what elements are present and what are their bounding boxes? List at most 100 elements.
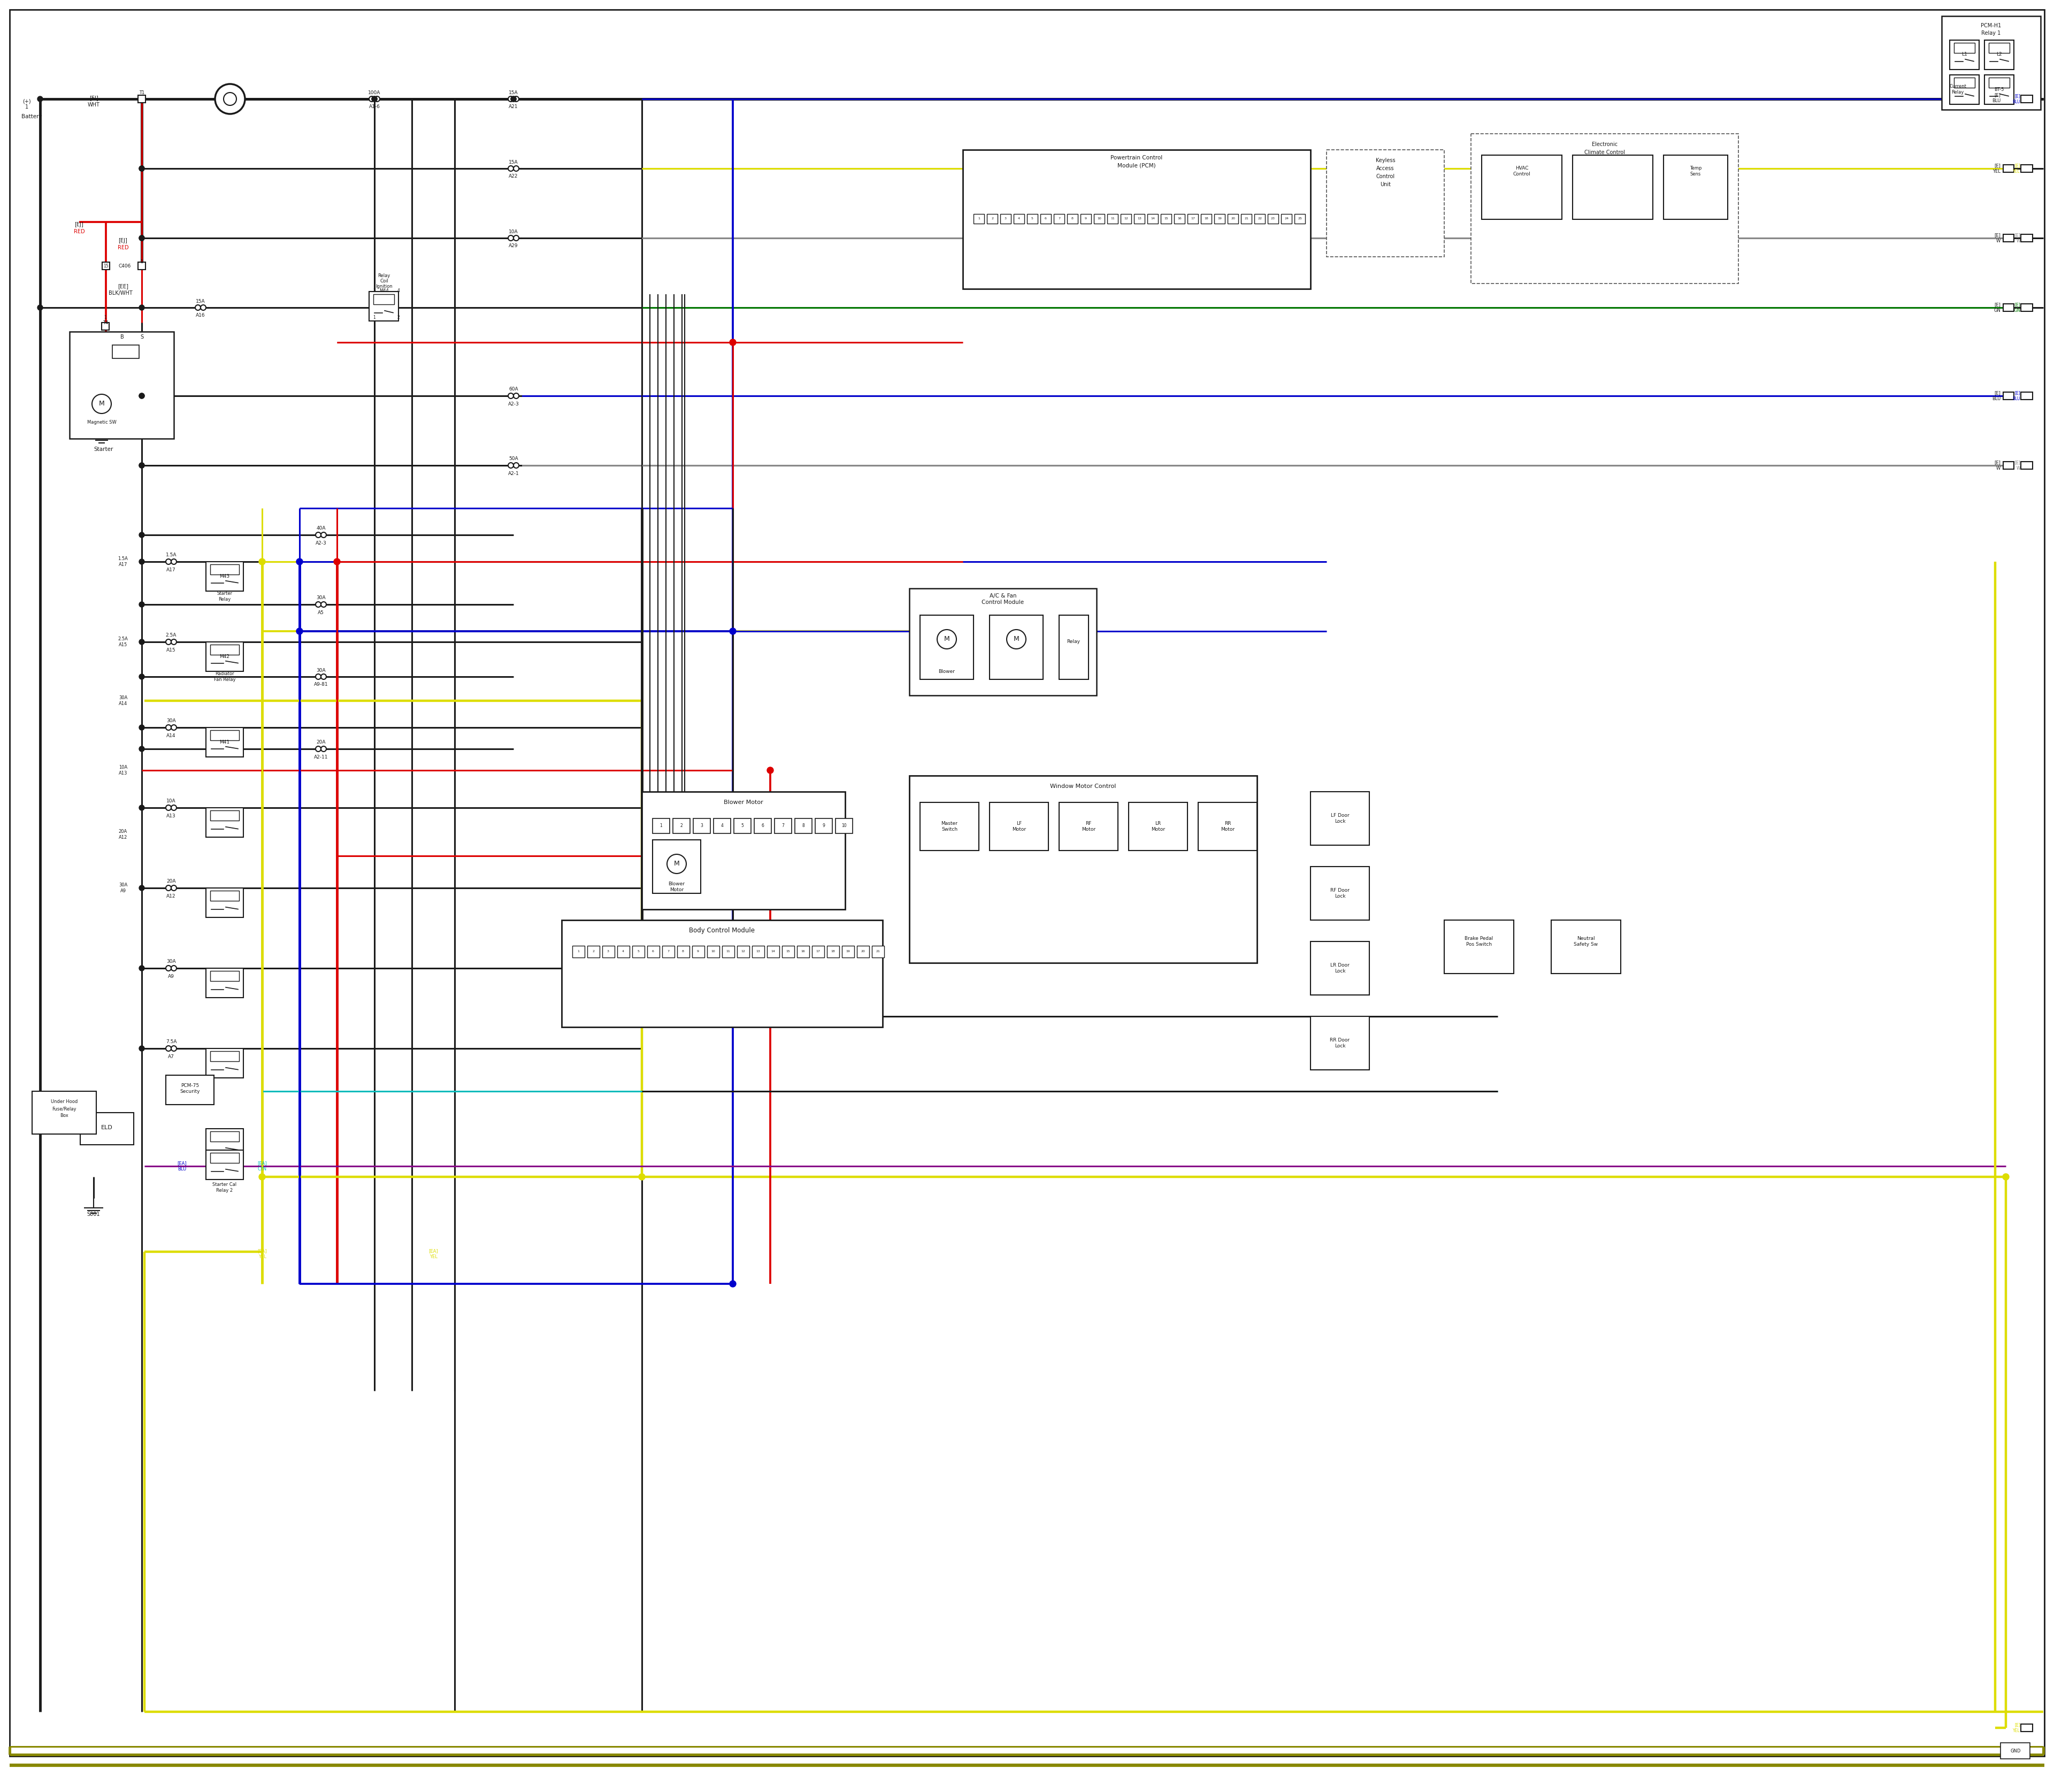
Text: [EE]: [EE] <box>117 283 127 289</box>
Bar <box>1202 213 1212 224</box>
Circle shape <box>514 235 520 240</box>
Text: 21: 21 <box>875 950 879 952</box>
Text: [E]
W: [E] W <box>2015 233 2021 244</box>
Bar <box>707 946 719 957</box>
Text: RED: RED <box>117 246 129 251</box>
Text: Relay 1: Relay 1 <box>1982 30 2001 36</box>
Bar <box>205 968 242 998</box>
Circle shape <box>316 532 320 538</box>
Text: [E]
BLU: [E] BLU <box>1992 391 2001 401</box>
Text: 50A: 50A <box>509 457 518 461</box>
Text: LF
Motor: LF Motor <box>1013 821 1025 831</box>
Text: GND: GND <box>2011 1749 2021 1753</box>
Text: 20A: 20A <box>316 740 327 745</box>
Text: 11: 11 <box>1111 217 1115 220</box>
Bar <box>752 946 764 957</box>
Text: A2-11: A2-11 <box>314 754 329 760</box>
Circle shape <box>511 97 516 102</box>
Bar <box>205 728 242 756</box>
Text: M42: M42 <box>220 654 230 659</box>
Circle shape <box>1006 629 1025 649</box>
Text: PCM-H1: PCM-H1 <box>1980 23 2001 29</box>
Bar <box>602 946 614 957</box>
Circle shape <box>166 885 170 891</box>
Text: [E]
W: [E] W <box>1994 233 2001 244</box>
Bar <box>1228 213 1239 224</box>
Bar <box>210 564 238 575</box>
Bar <box>1148 213 1158 224</box>
Text: Blower
Motor: Blower Motor <box>668 882 684 892</box>
Bar <box>2021 235 2033 242</box>
Circle shape <box>166 1047 170 1052</box>
Text: 16: 16 <box>1177 217 1181 220</box>
Text: Window Motor Control: Window Motor Control <box>1050 783 1115 788</box>
Bar <box>1060 615 1089 679</box>
Text: 23: 23 <box>1271 217 1276 220</box>
Text: Blower Motor: Blower Motor <box>723 799 764 805</box>
Bar <box>737 946 750 957</box>
Text: S: S <box>140 335 144 340</box>
Bar <box>210 1131 238 1142</box>
Bar <box>920 803 980 851</box>
Text: 9: 9 <box>696 950 698 952</box>
Text: 20: 20 <box>861 950 865 952</box>
Text: Brake Pedal
Pos Switch: Brake Pedal Pos Switch <box>1465 935 1493 946</box>
Bar <box>205 642 242 672</box>
Circle shape <box>166 805 170 810</box>
Text: Relay: Relay <box>378 272 390 278</box>
Text: Fuse/Relay: Fuse/Relay <box>51 1106 76 1111</box>
Circle shape <box>372 97 378 102</box>
Bar <box>1327 151 1444 256</box>
Bar <box>661 946 674 957</box>
Bar <box>33 1091 97 1134</box>
Bar <box>1214 213 1224 224</box>
Bar <box>2003 235 2013 242</box>
Circle shape <box>140 966 144 971</box>
Circle shape <box>37 305 43 310</box>
Bar <box>920 615 974 679</box>
Text: 20A
A12: 20A A12 <box>119 830 127 840</box>
Circle shape <box>511 97 516 102</box>
Bar <box>1988 77 2009 88</box>
Bar <box>836 819 852 833</box>
Text: 7: 7 <box>668 950 670 952</box>
Text: RR
Motor: RR Motor <box>1220 821 1234 831</box>
Text: 5: 5 <box>1031 217 1033 220</box>
Text: [E]
YEL: [E] YEL <box>2013 1722 2021 1733</box>
Text: BLK/WHT: BLK/WHT <box>109 290 131 296</box>
Text: Battery: Battery <box>21 115 41 120</box>
Text: 13: 13 <box>1138 217 1142 220</box>
Text: 15A: 15A <box>509 159 518 165</box>
Circle shape <box>937 629 957 649</box>
Circle shape <box>766 767 774 774</box>
Text: 15A: 15A <box>195 299 205 303</box>
Circle shape <box>140 462 144 468</box>
Bar <box>1573 156 1653 219</box>
Bar <box>1953 77 1974 88</box>
Circle shape <box>166 966 170 971</box>
Text: 19: 19 <box>1218 217 1222 220</box>
Bar <box>871 946 883 957</box>
Bar <box>1255 213 1265 224</box>
Circle shape <box>140 392 144 398</box>
Text: A13: A13 <box>166 814 177 819</box>
Bar <box>647 946 659 957</box>
Bar <box>766 946 778 957</box>
Text: A29: A29 <box>509 244 518 249</box>
Text: 6: 6 <box>651 950 653 952</box>
Circle shape <box>320 674 327 679</box>
Circle shape <box>170 724 177 729</box>
Circle shape <box>140 167 144 172</box>
Bar <box>2021 95 2033 102</box>
Text: B: B <box>119 335 123 340</box>
Text: Under Hood: Under Hood <box>51 1100 78 1104</box>
Bar <box>1310 941 1370 995</box>
Text: 4: 4 <box>1019 217 1021 220</box>
Bar <box>641 792 844 909</box>
Bar <box>573 946 585 957</box>
Circle shape <box>507 235 514 240</box>
Text: LR Door
Lock: LR Door Lock <box>1331 962 1349 973</box>
Bar <box>210 810 238 821</box>
Bar <box>674 819 690 833</box>
Bar <box>103 262 109 269</box>
